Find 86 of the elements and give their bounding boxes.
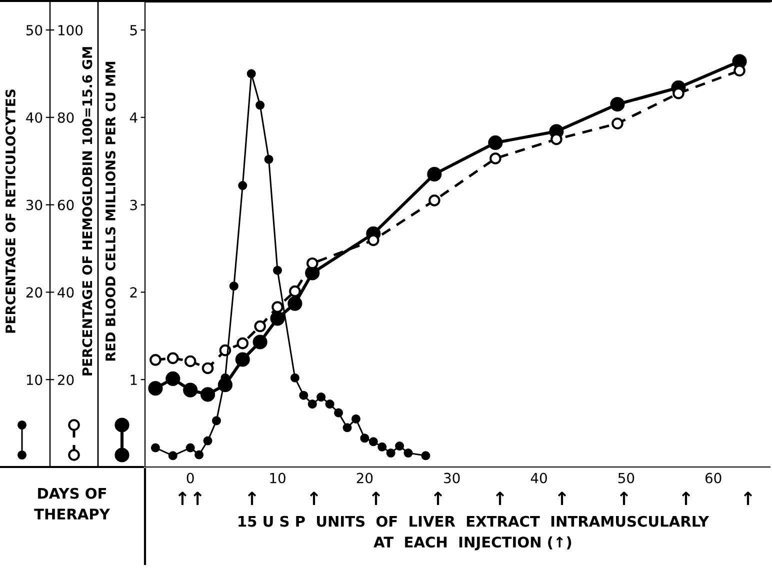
text: ↑ xyxy=(496,492,504,505)
point xyxy=(351,414,360,424)
point xyxy=(236,337,249,350)
y-tick-label: 1 xyxy=(130,374,137,385)
point xyxy=(270,311,285,326)
x-tick-label: 50 xyxy=(618,472,634,484)
x-tick-label: 10 xyxy=(270,472,286,484)
point xyxy=(150,354,162,366)
text: ↑ xyxy=(558,492,566,505)
point xyxy=(386,448,396,458)
point xyxy=(264,154,274,164)
y2-tick-label: 80 xyxy=(58,112,74,123)
point xyxy=(186,443,195,452)
point xyxy=(316,392,326,402)
y2-axis-title: PERCENTAGE OF HEMOGLOBIN 100=15.6 GM xyxy=(82,47,92,376)
point xyxy=(254,320,266,332)
point xyxy=(212,416,221,426)
point xyxy=(289,285,301,298)
y2-tick-label: 60 xyxy=(58,200,74,210)
point xyxy=(378,442,387,452)
point xyxy=(238,181,248,190)
point xyxy=(427,166,442,182)
point xyxy=(183,382,198,398)
point xyxy=(299,390,308,400)
y-tick-label: 4 xyxy=(130,112,138,123)
text: ↑ xyxy=(310,492,318,505)
text: 15 U S P UNITS OF LIVER EXTRACT INTRAMUSCULARLY AT EACH INJECTION (↑) xyxy=(238,516,710,550)
text: ↑ xyxy=(372,492,380,505)
x-tick-label: 0 xyxy=(186,472,194,484)
text: ↑ xyxy=(620,492,628,505)
text: ↑↑ xyxy=(178,492,202,505)
x-tick-label: 40 xyxy=(530,472,547,484)
point xyxy=(148,381,163,396)
text: ↑ xyxy=(682,492,690,505)
point xyxy=(166,371,180,386)
point xyxy=(246,69,256,78)
point xyxy=(488,135,503,150)
point xyxy=(272,266,282,275)
text: ↑ xyxy=(744,492,752,505)
point xyxy=(290,373,300,382)
point xyxy=(235,352,250,367)
y-axis-title: RED BLOOD CELLS MILLIONS PER CU MM xyxy=(105,62,116,361)
y2-tick-label: 20 xyxy=(58,374,74,386)
text: ↑ xyxy=(248,492,256,505)
point xyxy=(184,355,196,368)
point xyxy=(252,334,268,350)
point xyxy=(610,96,625,112)
point xyxy=(308,400,317,409)
point xyxy=(203,436,212,446)
point xyxy=(168,451,178,460)
point xyxy=(360,434,370,443)
point xyxy=(200,387,216,402)
point xyxy=(490,152,502,164)
point xyxy=(421,451,430,460)
point xyxy=(428,194,440,206)
y3-tick-label: 10 xyxy=(26,374,42,386)
y3-tick-label: 40 xyxy=(26,112,42,123)
point xyxy=(334,408,344,418)
x-tick-label: 20 xyxy=(356,472,373,484)
y2-tick-label: 40 xyxy=(58,287,74,298)
point xyxy=(368,437,378,446)
point xyxy=(404,448,413,458)
point xyxy=(395,442,404,451)
y3-axis-title: PERCENTAGE OF RETICULOCYTES xyxy=(5,90,16,333)
point xyxy=(202,362,214,374)
y-tick-label: 5 xyxy=(130,25,137,36)
point xyxy=(150,443,160,452)
point xyxy=(288,296,302,311)
x-tick-label: 30 xyxy=(444,472,460,484)
text: ↑ xyxy=(434,492,442,505)
point xyxy=(612,118,624,130)
x-axis-title: DAYS OF THERAPY xyxy=(34,488,110,520)
point xyxy=(272,301,284,313)
point xyxy=(256,100,265,110)
point xyxy=(194,450,204,460)
x-tick-label: 60 xyxy=(705,472,722,484)
point xyxy=(325,400,334,409)
y3-tick-label: 50 xyxy=(26,24,42,36)
y-tick-label: 3 xyxy=(130,200,137,210)
point xyxy=(166,352,179,364)
y-tick-label: 2 xyxy=(130,287,137,298)
y2-tick-label: 100 xyxy=(58,24,83,36)
point xyxy=(229,282,238,291)
point xyxy=(342,423,352,432)
y3-tick-label: 20 xyxy=(26,287,42,298)
y3-tick-label: 30 xyxy=(26,200,42,210)
